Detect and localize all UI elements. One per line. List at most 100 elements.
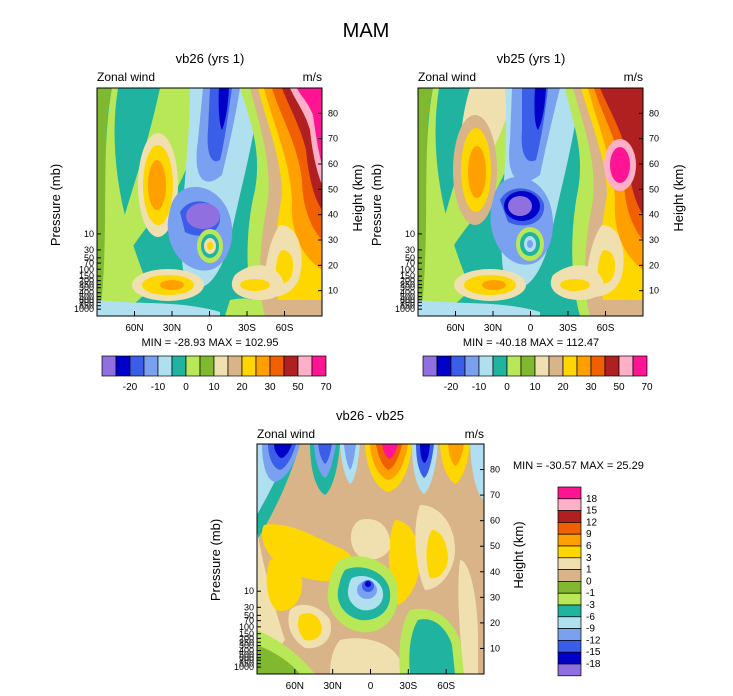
y-tick-label-right: 60 xyxy=(649,159,659,169)
y-axis-label: Pressure (mb) xyxy=(369,164,384,246)
colorbar-swatch xyxy=(269,355,285,377)
x-tick-label: 0 xyxy=(368,681,374,692)
colorbar-swatch xyxy=(557,486,582,500)
y-tick-label: 150 xyxy=(400,271,415,281)
y-tick-label: 70 xyxy=(244,616,254,626)
colorbar-label: -10 xyxy=(151,382,166,393)
x-tick-label: 60S xyxy=(276,323,294,334)
colorbar-label: 10 xyxy=(208,382,220,393)
colorbar-label: 30 xyxy=(585,382,597,393)
y-tick-label-right: 40 xyxy=(490,567,500,577)
colorbar-label: 6 xyxy=(586,541,592,552)
colorbar-swatch xyxy=(478,355,494,377)
right-string: m/s xyxy=(303,70,322,84)
y-tick-label: 500 xyxy=(239,649,254,659)
y-tick-label: 250 xyxy=(79,280,94,290)
axis-ticks: 60N 30N 0 30S 60S103050701001502002503004005… xyxy=(74,108,338,334)
x-tick-label: 60N xyxy=(446,323,464,334)
colorbar-swatch xyxy=(557,498,582,511)
colorbar-swatch xyxy=(548,355,564,377)
y-tick-label: 30 xyxy=(84,245,94,255)
colorbar-label: 0 xyxy=(183,382,189,393)
y-tick-label: 30 xyxy=(405,245,415,255)
colorbar-label: 20 xyxy=(557,382,569,393)
colorbar-label: -20 xyxy=(444,382,459,393)
panel-title: vb25 (yrs 1) xyxy=(497,51,566,66)
colorbar-swatch xyxy=(557,569,582,582)
y-tick-label: 50 xyxy=(244,610,254,620)
y-tick-label-right: 80 xyxy=(649,108,659,118)
y-tick-label: 600 xyxy=(400,295,415,305)
y-tick-label: 70 xyxy=(405,258,415,268)
colorbar-swatch xyxy=(534,355,550,377)
y-tick-label: 150 xyxy=(239,629,254,639)
y-tick-label-right: 40 xyxy=(649,210,659,220)
colorbar-swatch xyxy=(557,628,582,641)
y-axis-label-right: Height (km) xyxy=(671,164,686,231)
colorbar-swatch xyxy=(557,581,582,594)
colorbar-swatch xyxy=(557,533,582,547)
y-tick-label: 600 xyxy=(239,653,254,663)
colorbar-label: 50 xyxy=(613,382,625,393)
y-tick-label: 300 xyxy=(400,283,415,293)
y-tick-label: 1000 xyxy=(234,662,254,672)
y-tick-label: 250 xyxy=(239,637,254,647)
colorbar-label: -20 xyxy=(123,382,138,393)
x-tick-label: 60N xyxy=(286,681,304,692)
colorbar-label: -10 xyxy=(472,382,487,393)
colorbar-swatch xyxy=(557,557,582,570)
colorbar-swatch xyxy=(632,355,648,377)
y-axis-label: Pressure (mb) xyxy=(208,519,223,601)
x-tick-label: 30S xyxy=(559,323,577,334)
right-string: m/s xyxy=(624,70,643,84)
colorbar-swatch xyxy=(241,355,257,377)
y-tick-label: 700 xyxy=(79,297,94,307)
colorbar-swatch xyxy=(557,616,582,629)
y-tick-label-right: 20 xyxy=(649,260,659,270)
y-tick-label-right: 30 xyxy=(490,592,500,602)
colorbar-swatch xyxy=(422,355,438,377)
y-tick-label: 300 xyxy=(79,283,94,293)
y-tick-label: 150 xyxy=(79,271,94,281)
x-tick-label: 0 xyxy=(207,323,213,334)
y-tick-label: 30 xyxy=(244,602,254,612)
y-tick-label: 700 xyxy=(400,297,415,307)
colorbar-label: 70 xyxy=(641,382,653,393)
colorbar-label: 3 xyxy=(586,553,592,564)
y-tick-label-right: 40 xyxy=(328,210,338,220)
colorbar-label: -6 xyxy=(586,612,595,623)
panel-title: vb26 (yrs 1) xyxy=(176,51,245,66)
y-tick-label: 850 xyxy=(400,301,415,311)
colorbar-label: -12 xyxy=(586,635,601,646)
y-tick-label: 50 xyxy=(405,253,415,263)
y-tick-label-right: 60 xyxy=(328,159,338,169)
y-tick-label-right: 50 xyxy=(328,184,338,194)
y-tick-label-right: 20 xyxy=(328,260,338,270)
y-tick-label: 50 xyxy=(84,253,94,263)
x-tick-label: 0 xyxy=(528,323,534,334)
colorbar-label: 0 xyxy=(504,382,510,393)
y-tick-label-right: 80 xyxy=(490,465,500,475)
colorbar-swatch xyxy=(604,355,620,377)
y-tick-label: 10 xyxy=(244,586,254,596)
panel-title: vb26 - vb25 xyxy=(336,408,404,423)
left-string: Zonal wind xyxy=(97,70,155,84)
colorbar-swatch xyxy=(101,355,117,377)
y-tick-label-right: 30 xyxy=(649,235,659,245)
colorbar-swatch xyxy=(255,355,271,377)
y-tick-label: 400 xyxy=(400,288,415,298)
colorbar-swatch xyxy=(557,604,582,618)
stats-label: MIN = -30.57 MAX = 25.29 xyxy=(513,460,644,472)
colorbar-label: 1 xyxy=(586,565,592,576)
colorbar-swatch xyxy=(557,592,582,606)
colorbar-swatch xyxy=(520,355,536,377)
colorbar-swatch xyxy=(311,355,327,377)
colorbar-swatch xyxy=(590,355,606,377)
y-tick-label: 500 xyxy=(400,292,415,302)
x-tick-label: 30N xyxy=(163,323,181,334)
y-tick-label: 1000 xyxy=(395,304,415,314)
x-tick-label: 30S xyxy=(399,681,417,692)
panel-vb26: vb26 (yrs 1) Zonal wind m/s xyxy=(48,51,365,393)
y-axis-label-right: Height (km) xyxy=(511,521,526,588)
y-tick-label-right: 20 xyxy=(490,618,500,628)
